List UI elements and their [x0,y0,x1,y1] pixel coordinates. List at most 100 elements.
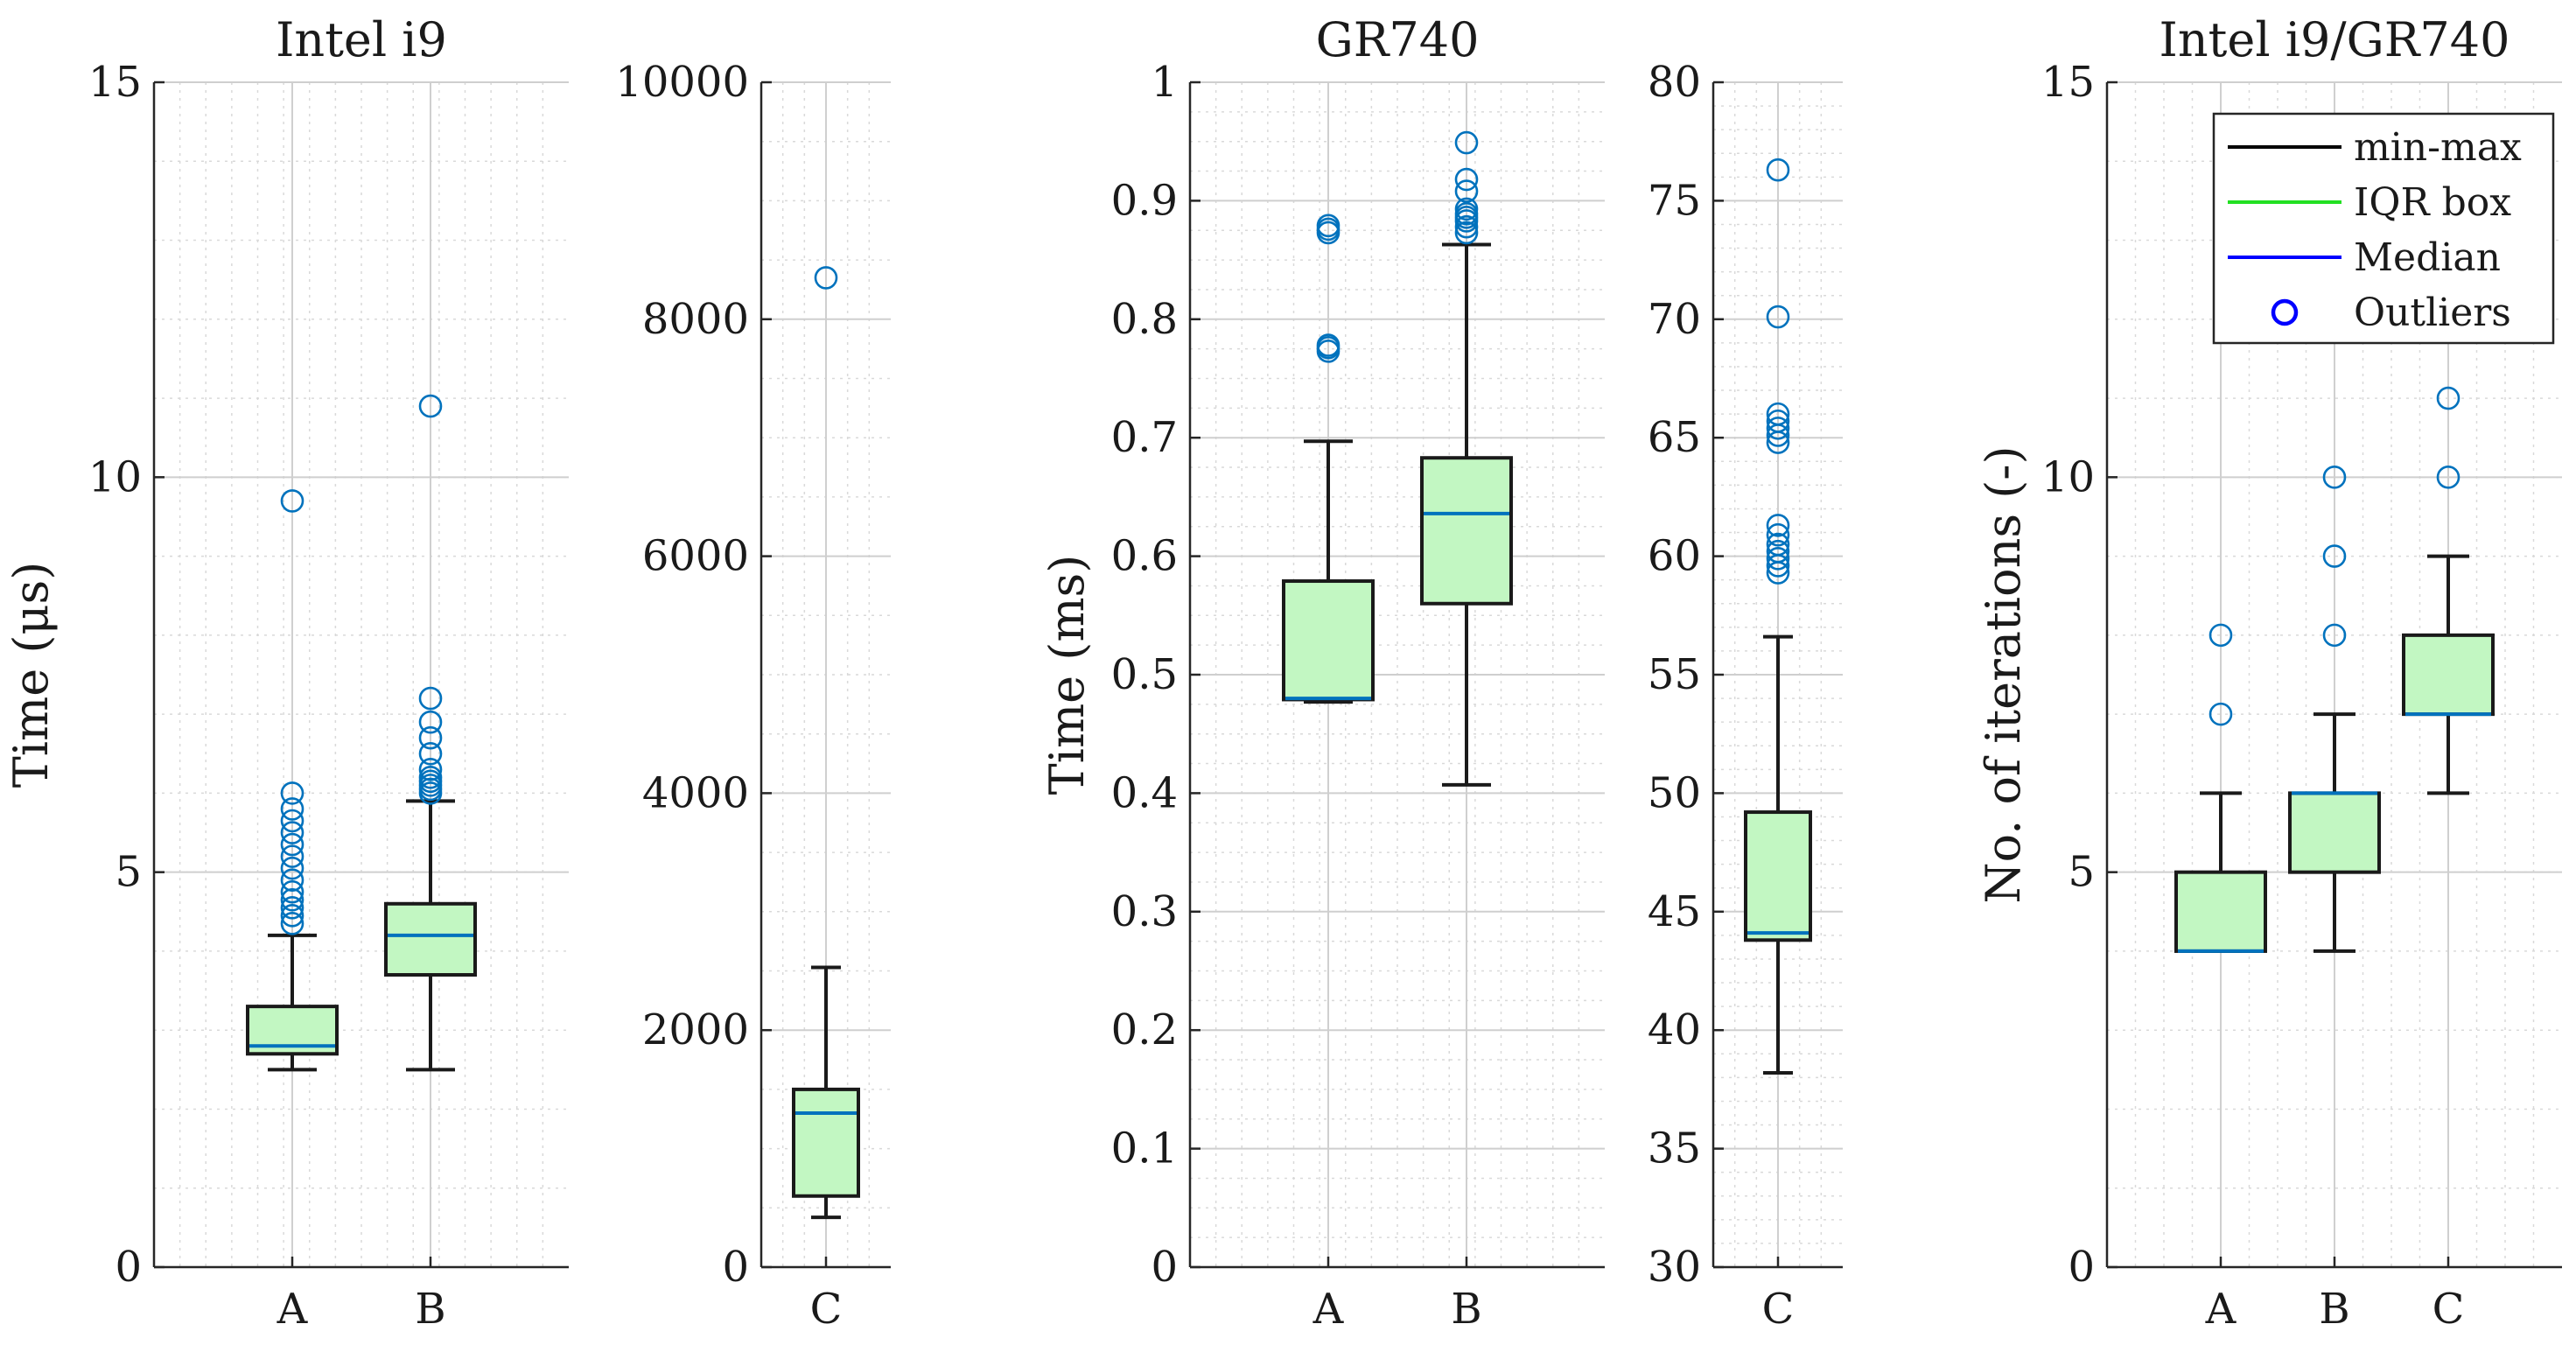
outlier-point [280,904,304,928]
y-tick-label: 0 [722,1243,749,1292]
y-tick-label: 0.3 [1111,887,1178,936]
chart-title: GR740 [1316,12,1480,67]
chart-panel-3: 0 0.1 0.2 0.3 0.4 0.5 0.6 0.7 0.8 0.9 1 A B GR740 Time… [1040,12,1605,1334]
y-tick-label: 65 [1648,413,1701,462]
y-tick-label: 15 [2041,58,2095,107]
outlier-point [280,856,304,880]
chart-panel-2: 0 2000 4000 6000 8000 10000 C [615,58,891,1334]
box-C [792,266,860,1220]
iqr-box [384,901,477,977]
y-tick-label: 30 [1648,1243,1701,1292]
outlier-point [1766,522,1790,547]
outlier-point [1766,305,1790,329]
y-axis-label: Time (μs) [4,562,59,788]
y-tick-label: 0.7 [1111,413,1178,462]
x-tick-label: A [276,1285,309,1334]
outlier-point [1766,409,1790,433]
y-tick-label: 10000 [615,58,749,107]
iqr-box [2288,791,2381,874]
box-A [2174,623,2267,953]
y-tick-label: 35 [1648,1124,1701,1173]
y-tick-label: 0.9 [1111,176,1178,225]
outlier-point [2322,623,2347,648]
outlier-point [1766,547,1790,571]
outlier-point [2208,702,2233,726]
outlier-point [2208,623,2233,648]
outlier-point [418,725,443,750]
y-tick-label: 8000 [642,295,749,344]
outlier-point [1454,167,1479,192]
outlier-point [1454,130,1479,155]
outlier-point [2322,544,2347,568]
outlier-point [280,832,304,857]
y-tick-label: 80 [1648,58,1701,107]
box-B [2288,466,2381,953]
outlier-point [280,879,304,904]
outlier-point [1766,402,1790,426]
x-tick-label: B [415,1285,445,1334]
y-tick-label: 0.6 [1111,532,1178,581]
y-tick-label: 0.2 [1111,1005,1178,1054]
y-tick-label: 15 [88,58,142,107]
y-tick-label: 40 [1648,1005,1701,1054]
x-tick-label: C [1762,1285,1795,1334]
outlier-point [1766,514,1790,537]
outlier-point [1766,417,1790,440]
iqr-box [2174,870,2267,953]
outlier-point [280,895,304,920]
chart-panel-1: 0 5 10 15 A B Intel i9 Time (μs) [4,12,569,1334]
legend: min-max IQR box Median Outliers [2212,112,2555,345]
outlier-point [1454,214,1479,239]
y-tick-label: 2000 [642,1005,749,1054]
x-tick-label: A [1312,1285,1345,1334]
outlier-point [1454,179,1479,203]
outlier-point [418,741,443,766]
iqr-box [792,1087,860,1198]
outlier-point [280,887,304,912]
y-tick-label: 60 [1648,532,1701,581]
y-tick-label: 1 [1151,58,1178,107]
y-tick-label: 70 [1648,295,1701,344]
iqr-box [1744,810,1812,942]
y-tick-label: 0.8 [1111,295,1178,344]
outlier-point [280,797,304,821]
x-tick-label: B [1451,1285,1481,1334]
chart-panel-4: 30 35 40 45 50 55 60 65 70 75 80 C [1648,58,1843,1334]
y-axis-label: No. of iterations (-) [1976,445,2031,903]
box-B [1420,130,1513,787]
outlier-point [280,489,304,513]
y-tick-label: 5 [115,848,142,897]
outlier-point [418,710,443,734]
outlier-point [1766,539,1790,564]
outlier-point [1454,197,1479,221]
outlier-point [280,912,304,935]
chart-title: Intel i9 [276,12,447,67]
outlier-point [1766,532,1790,557]
x-tick-label: B [2319,1285,2349,1334]
outlier-point [2322,466,2347,489]
outlier-point [418,758,443,781]
legend-box [2212,112,2555,345]
outlier-point [280,781,304,805]
y-tick-label: 6000 [642,532,749,581]
box-A [1282,214,1375,704]
y-tick-label: 75 [1648,176,1701,225]
iqr-box [1282,579,1375,702]
box-B [384,394,477,1072]
y-tick-label: 10 [2041,452,2095,501]
legend-label: Median [2354,235,2501,280]
chart-panel-5: 0 5 10 15 A B C Intel i9/GR740 No. of iterations… [1976,12,2562,1334]
y-tick-label: 4000 [642,768,749,817]
y-tick-label: 50 [1648,768,1701,817]
legend-label: Outliers [2354,291,2511,335]
y-tick-label: 5 [2068,848,2095,897]
iqr-box [1420,456,1513,606]
y-tick-label: 0.5 [1111,650,1178,699]
minor-grid [154,82,569,1267]
chart-title: Intel i9/GR740 [2160,12,2510,67]
outlier-point [280,868,304,892]
outlier-point [1454,221,1479,245]
y-tick-label: 45 [1648,887,1701,936]
y-tick-label: 0.1 [1111,1124,1178,1173]
